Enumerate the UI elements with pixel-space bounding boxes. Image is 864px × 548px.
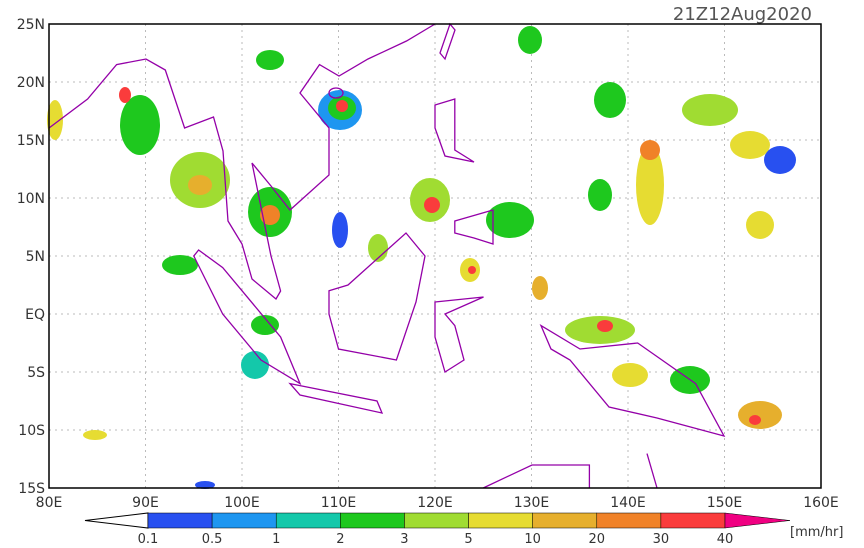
colorbar-box — [596, 512, 662, 529]
lon-label: 140E — [610, 495, 646, 511]
colorbar-box — [532, 512, 598, 529]
lon-label: 150E — [707, 495, 743, 511]
colorbar-box — [147, 512, 213, 529]
lon-label: 120E — [417, 495, 453, 511]
lat-label: 25N — [17, 17, 45, 33]
lat-label: 5N — [26, 249, 45, 265]
colorbar-low — [84, 512, 149, 529]
colorbar-label: 10 — [524, 532, 541, 544]
coastlines — [48, 22, 726, 489]
colorbar-label: 2 — [336, 532, 344, 544]
lat-label: 20N — [17, 75, 45, 91]
lat-label: 10N — [17, 191, 45, 207]
colorbar-label: 30 — [653, 532, 670, 544]
colorbar-unit: [mm/hr] — [790, 525, 843, 540]
colorbar-label: 1 — [272, 532, 280, 544]
colorbar-label: 0.1 — [138, 532, 159, 544]
lon-label: 90E — [132, 495, 159, 511]
lon-label: 100E — [224, 495, 260, 511]
colorbar-high — [724, 512, 791, 529]
lon-label: 110E — [321, 495, 357, 511]
rain-areas — [47, 26, 796, 489]
colorbar-box — [660, 512, 726, 529]
lat-label: 15N — [17, 133, 45, 149]
colorbar-label: 20 — [589, 532, 606, 544]
colorbar-box — [404, 512, 469, 529]
lat-label: 10S — [18, 423, 45, 439]
lon-label: 160E — [803, 495, 839, 511]
colorbar-label: 0.5 — [202, 532, 223, 544]
colorbar-box — [211, 512, 277, 529]
colorbar-label: 5 — [464, 532, 472, 544]
map-frame — [48, 23, 822, 489]
map-title: 21Z12Aug2020 — [673, 4, 812, 25]
colorbar-box — [468, 512, 533, 529]
colorbar-label: 3 — [400, 532, 408, 544]
colorbar-box — [275, 512, 341, 529]
lon-label: 130E — [514, 495, 550, 511]
lat-label: 15S — [18, 481, 45, 497]
lat-label: 5S — [27, 365, 45, 381]
lon-label: 80E — [36, 495, 63, 511]
colorbar-label: 40 — [717, 532, 734, 544]
lat-label: EQ — [25, 307, 45, 323]
colorbar-box — [340, 512, 405, 529]
